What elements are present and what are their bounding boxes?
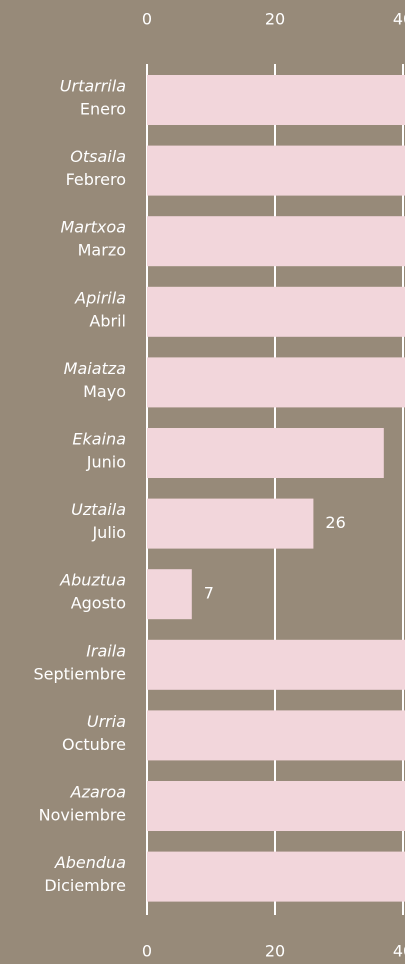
bar xyxy=(147,286,405,337)
category-label: Abril xyxy=(89,311,126,330)
category-label-eu: Otsaila xyxy=(70,147,126,166)
category-label-eu: Azaroa xyxy=(70,783,126,802)
category-label: Junio xyxy=(86,453,126,472)
bar xyxy=(147,710,405,761)
x-tick-label-bottom: 0 xyxy=(142,942,152,961)
x-tick-label-bottom: 40 xyxy=(393,942,405,961)
category-label: Agosto xyxy=(71,594,126,613)
category-label-eu: Urtarrila xyxy=(60,77,126,96)
bar xyxy=(147,851,405,902)
bar xyxy=(147,428,384,478)
category-label: Noviembre xyxy=(39,806,126,825)
data-label: 26 xyxy=(325,513,345,532)
category-label-eu: Urria xyxy=(87,712,126,731)
category-label: Diciembre xyxy=(44,876,126,895)
x-tick-label-top: 0 xyxy=(142,10,152,29)
category-label-eu: Maiatza xyxy=(64,359,126,378)
bar xyxy=(147,145,405,196)
bar xyxy=(147,781,405,831)
bar xyxy=(147,569,192,620)
category-label-eu: Abuztua xyxy=(59,571,126,590)
x-tick-label-bottom: 20 xyxy=(265,942,285,961)
category-label: Febrero xyxy=(66,170,126,189)
category-label: Julio xyxy=(91,523,126,542)
bar xyxy=(147,216,405,267)
bar xyxy=(147,357,405,408)
category-label: Enero xyxy=(80,100,126,119)
bar xyxy=(147,498,314,549)
category-label-eu: Iraila xyxy=(86,641,126,660)
x-tick-label-top: 40 xyxy=(393,10,405,29)
x-tick-label-top: 20 xyxy=(265,10,285,29)
category-label-eu: Uztaila xyxy=(71,500,126,519)
category-label: Octubre xyxy=(62,735,126,754)
bar xyxy=(147,75,405,125)
category-label: Septiembre xyxy=(33,664,126,683)
category-label-eu: Martxoa xyxy=(60,218,126,237)
data-label: 7 xyxy=(204,584,214,603)
bar xyxy=(147,639,405,690)
category-label: Marzo xyxy=(78,241,126,260)
category-label-eu: Abendua xyxy=(54,853,126,872)
category-label: Mayo xyxy=(83,382,126,401)
category-label-eu: Apirila xyxy=(74,288,126,307)
category-label-eu: Ekaina xyxy=(72,430,126,449)
